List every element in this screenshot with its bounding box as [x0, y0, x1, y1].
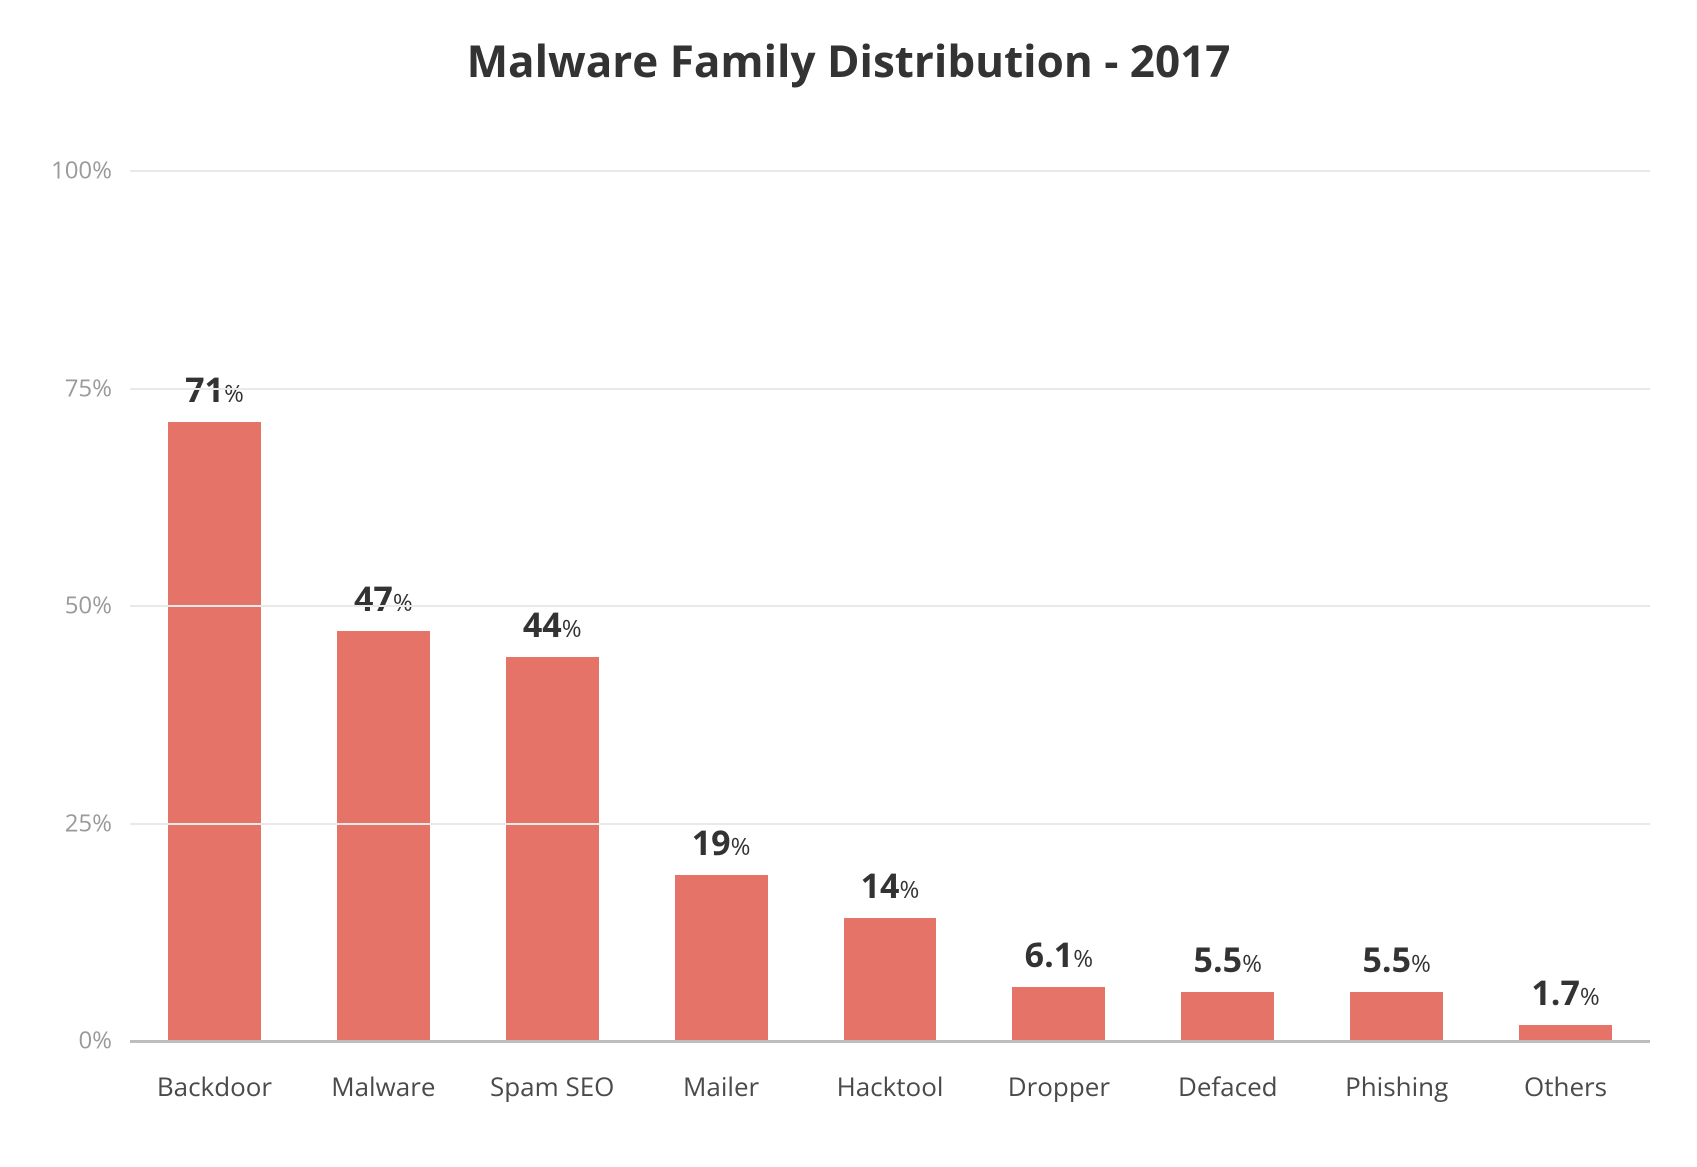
gridline [130, 170, 1650, 172]
x-axis-tick-label: Defaced [1143, 1068, 1312, 1104]
bar-value-number: 47 [354, 575, 393, 621]
bar-value-percent: % [1073, 942, 1093, 975]
bar: 71% [168, 422, 261, 1040]
bar: 19% [675, 875, 768, 1040]
bar-value-number: 5.5 [1194, 936, 1243, 982]
x-axis-tick-label: Others [1481, 1068, 1650, 1104]
x-axis-tick-label: Malware [299, 1068, 468, 1104]
bar: 14% [844, 918, 937, 1040]
gridline [130, 605, 1650, 607]
x-axis-baseline [130, 1040, 1650, 1043]
plot-area: 71%Backdoor47%Malware44%Spam SEO19%Maile… [130, 170, 1650, 1040]
bar-value-percent: % [1580, 980, 1600, 1013]
bar-value-label: 19% [628, 819, 814, 865]
bar-value-number: 6.1 [1025, 931, 1074, 977]
bar-value-percent: % [562, 612, 582, 645]
y-axis-tick-label: 100% [51, 154, 112, 187]
bar-value-percent: % [393, 586, 413, 619]
x-axis-tick-label: Hacktool [806, 1068, 975, 1104]
bar-value-label: 5.5% [1304, 936, 1490, 982]
bar: 1.7% [1519, 1025, 1612, 1040]
bar-value-number: 5.5 [1362, 936, 1411, 982]
y-axis-tick-label: 75% [65, 371, 112, 404]
x-axis-tick-label: Dropper [974, 1068, 1143, 1104]
bar-value-number: 19 [692, 819, 731, 865]
bar-value-percent: % [224, 377, 244, 410]
bar-value-percent: % [1411, 947, 1431, 980]
bar-value-label: 1.7% [1473, 969, 1659, 1015]
bar: 5.5% [1350, 992, 1443, 1040]
y-axis-tick-label: 0% [78, 1024, 112, 1057]
bar-value-percent: % [900, 873, 920, 906]
x-axis-tick-label: Spam SEO [468, 1068, 637, 1104]
y-axis-tick-label: 50% [65, 589, 112, 622]
bar-value-number: 44 [523, 601, 562, 647]
bar-value-label: 5.5% [1135, 936, 1321, 982]
bar: 5.5% [1181, 992, 1274, 1040]
chart-title: Malware Family Distribution - 2017 [0, 30, 1697, 90]
bar-value-percent: % [731, 830, 751, 863]
bar-value-label: 47% [290, 575, 476, 621]
gridline [130, 823, 1650, 825]
bar: 44% [506, 657, 599, 1040]
bar-value-label: 6.1% [966, 931, 1152, 977]
bar: 47% [337, 631, 430, 1040]
gridline [130, 388, 1650, 390]
bar: 6.1% [1012, 987, 1105, 1040]
bar-value-label: 14% [797, 862, 983, 908]
x-axis-tick-label: Backdoor [130, 1068, 299, 1104]
x-axis-tick-label: Mailer [637, 1068, 806, 1104]
bar-value-number: 1.7 [1531, 969, 1580, 1015]
y-axis-tick-label: 25% [65, 806, 112, 839]
bar-chart: Malware Family Distribution - 2017 71%Ba… [0, 0, 1697, 1167]
bar-value-percent: % [1242, 947, 1262, 980]
bar-value-label: 44% [459, 601, 645, 647]
x-axis-tick-label: Phishing [1312, 1068, 1481, 1104]
bar-value-number: 14 [861, 862, 900, 908]
